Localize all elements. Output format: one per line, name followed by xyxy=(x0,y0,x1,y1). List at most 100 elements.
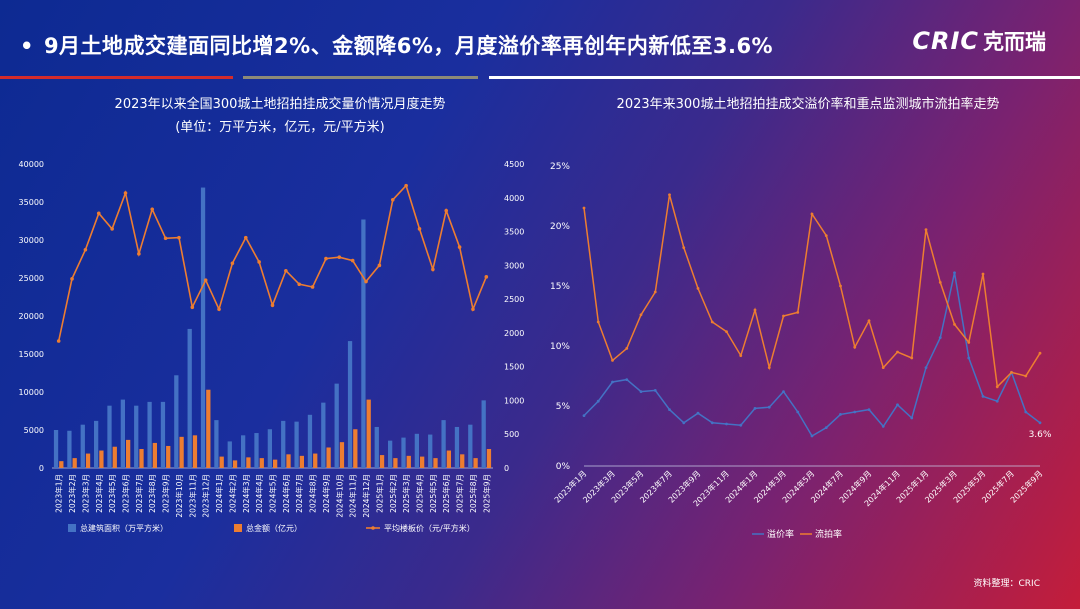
x-tick-label: 2024年9月 xyxy=(321,474,331,513)
point-price xyxy=(337,255,342,260)
page-title-text: 9月土地成交建面同比增2%、金额降6%，月度溢价率再创年内新低至3.6% xyxy=(43,34,774,58)
legend-label-price: 平均楼板价（元/平方米） xyxy=(384,523,475,533)
point-failure xyxy=(725,330,728,333)
point-premium xyxy=(767,405,771,409)
page-title: • 9月土地成交建面同比增2%、金额降6%，月度溢价率再创年内新低至3.6% xyxy=(20,30,773,60)
bar-amount xyxy=(286,454,291,468)
bar-amount xyxy=(366,399,371,468)
y-tick-label: 10% xyxy=(550,342,570,352)
bar-amount xyxy=(339,442,345,468)
y-tick-label: 5% xyxy=(556,402,571,412)
bar-amount xyxy=(99,450,104,468)
bar-amount xyxy=(152,442,158,468)
bar-amount xyxy=(59,461,64,468)
bar-area xyxy=(414,433,419,468)
x-tick-label: 2023年7月 xyxy=(134,474,144,513)
y-left-tick-label: 15000 xyxy=(19,350,44,359)
point-failure xyxy=(995,385,999,389)
bar-amount xyxy=(273,459,278,468)
point-price xyxy=(484,275,489,279)
point-premium xyxy=(611,380,614,384)
header-divider-white xyxy=(489,76,1080,79)
logo-text-en: CRIC xyxy=(912,27,979,55)
bar-amount xyxy=(112,446,117,468)
point-premium xyxy=(653,389,657,392)
bar-amount xyxy=(166,445,171,468)
legend-swatch-price-dot xyxy=(371,526,375,530)
right-chart-title: 2023年来300城土地招拍挂成交溢价率和重点监测城市流拍率走势 xyxy=(616,97,1000,112)
point-failure xyxy=(924,228,928,231)
point-failure xyxy=(710,320,714,324)
point-price xyxy=(96,211,101,216)
y-left-tick-label: 0 xyxy=(39,464,44,473)
legend-label-premium: 溢价率 xyxy=(767,528,794,540)
y-tick-label: 25% xyxy=(550,162,570,172)
point-premium xyxy=(867,408,871,411)
bar-amount xyxy=(433,458,438,468)
point-price xyxy=(163,236,168,241)
y-right-tick-label: 500 xyxy=(504,430,519,439)
point-premium xyxy=(739,423,743,427)
point-failure xyxy=(596,320,600,324)
bar-area xyxy=(160,401,166,468)
bar-amount xyxy=(246,457,251,468)
bar-amount xyxy=(72,458,77,468)
bar-amount xyxy=(299,455,305,468)
point-premium xyxy=(853,410,857,414)
bar-area xyxy=(481,400,486,468)
bar-area xyxy=(361,219,366,468)
point-premium xyxy=(938,336,942,339)
point-failure xyxy=(824,234,828,237)
bar-amount xyxy=(473,458,478,468)
bar-area xyxy=(454,426,460,468)
x-tick-label: 2023年8月 xyxy=(147,474,157,513)
x-tick-label: 2023年2月 xyxy=(67,474,77,513)
point-failure xyxy=(896,350,899,354)
bar-amount xyxy=(139,449,144,468)
point-failure xyxy=(611,359,614,362)
bar-area xyxy=(53,430,59,468)
y-left-tick-label: 5000 xyxy=(24,426,44,435)
point-price xyxy=(150,207,155,212)
point-failure xyxy=(582,206,586,210)
point-premium xyxy=(639,390,643,393)
point-failure xyxy=(739,354,743,357)
point-price xyxy=(417,227,422,231)
point-premium xyxy=(881,425,885,428)
point-premium xyxy=(696,411,700,415)
x-tick-label: 2024年10月 xyxy=(334,474,344,518)
y-left-tick-label: 20000 xyxy=(19,312,44,321)
x-tick-label: 2025年8月 xyxy=(468,474,478,513)
x-tick-label: 2023年3月 xyxy=(80,474,90,513)
x-tick-label: 2024年8月 xyxy=(308,474,318,513)
point-price xyxy=(123,191,128,195)
x-tick-label: 2023年6月 xyxy=(121,474,131,513)
point-failure xyxy=(839,284,842,288)
x-tick-label: 2024年6月 xyxy=(281,474,291,513)
point-failure xyxy=(625,347,629,350)
bar-area xyxy=(334,383,339,468)
point-premium xyxy=(967,356,971,360)
y-left-tick-label: 35000 xyxy=(19,198,44,207)
bar-area xyxy=(200,187,206,468)
logo-text-cn: 克而瑞 xyxy=(983,30,1046,54)
point-failure xyxy=(967,341,971,344)
point-price xyxy=(457,245,462,249)
header-divider-red xyxy=(0,76,233,79)
point-price xyxy=(230,261,235,266)
bar-area xyxy=(307,414,313,468)
header-divider-gray xyxy=(243,76,478,79)
point-premium xyxy=(668,408,671,411)
bar-amount xyxy=(85,453,91,468)
point-failure xyxy=(796,311,800,314)
x-tick-label: 2025年2月 xyxy=(388,474,398,513)
x-tick-label: 2024年1月 xyxy=(214,474,224,513)
bar-amount xyxy=(420,456,425,468)
point-price xyxy=(431,267,435,272)
y-left-tick-label: 10000 xyxy=(19,388,44,397)
y-right-tick-label: 1000 xyxy=(504,396,524,405)
point-price xyxy=(257,260,261,264)
point-price xyxy=(70,277,74,281)
point-failure xyxy=(1024,374,1028,378)
y-right-tick-label: 2500 xyxy=(504,295,524,304)
